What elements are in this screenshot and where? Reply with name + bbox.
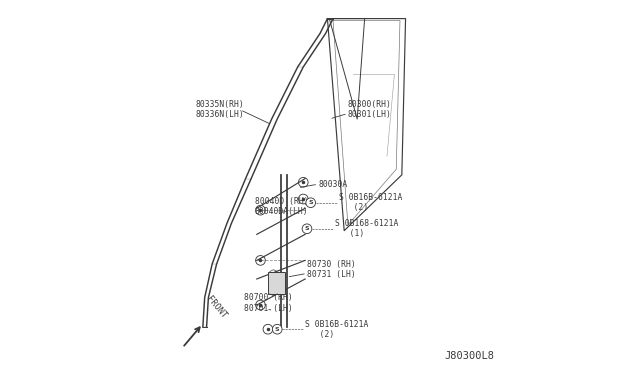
Text: S: S: [305, 226, 309, 231]
Text: 80700 (RH)
80701 (LH): 80700 (RH) 80701 (LH): [244, 294, 292, 313]
Text: 80335N(RH)
80336N(LH): 80335N(RH) 80336N(LH): [195, 100, 244, 119]
Text: J80300L8: J80300L8: [445, 351, 495, 361]
Circle shape: [302, 224, 312, 234]
Circle shape: [273, 324, 282, 334]
FancyBboxPatch shape: [268, 272, 285, 294]
Circle shape: [306, 198, 316, 208]
Text: 80030A: 80030A: [318, 180, 348, 189]
Text: S: S: [308, 200, 313, 205]
Text: S: S: [275, 327, 280, 332]
Text: S 0B168-6121A
   (1): S 0B168-6121A (1): [335, 219, 398, 238]
Text: FRONT: FRONT: [205, 294, 228, 320]
Text: 80300(RH)
80301(LH): 80300(RH) 80301(LH): [348, 100, 392, 119]
Text: S 0B16B-6121A
   (2): S 0B16B-6121A (2): [305, 320, 369, 339]
Text: S 0B16B-6121A
   (2): S 0B16B-6121A (2): [339, 193, 402, 212]
Text: 80730 (RH)
80731 (LH): 80730 (RH) 80731 (LH): [307, 260, 356, 279]
Text: 80040D (RH)
80040DA(LH): 80040D (RH) 80040DA(LH): [255, 197, 308, 216]
